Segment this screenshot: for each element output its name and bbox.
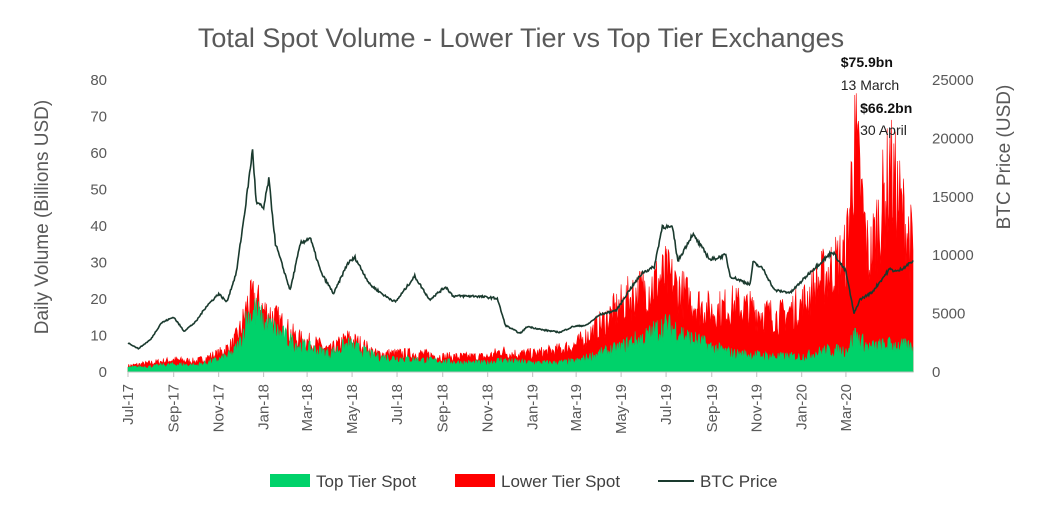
x-tick-label: Jul-18	[389, 384, 406, 425]
x-tick-label: Mar-18	[299, 384, 316, 432]
axes: 0 10 20 30 40 50 60 70 80 0 5000 10000 15000 20000 250…	[90, 72, 973, 434]
legend-label: BTC Price	[700, 472, 777, 491]
x-tick-label: Jan-19	[525, 384, 542, 430]
x-tick-label: May-18	[344, 384, 361, 434]
annotation-value: $75.9bn	[841, 54, 893, 70]
x-tick-label: Jul-19	[658, 384, 675, 425]
legend: Top Tier Spot Lower Tier Spot BTC Price	[270, 472, 777, 491]
y-tick-left: 0	[99, 364, 107, 381]
y-tick-right: 15000	[932, 189, 974, 206]
legend-label: Lower Tier Spot	[501, 472, 620, 491]
x-tick-label: Jan-18	[256, 384, 273, 430]
legend-swatch	[270, 474, 310, 487]
y-tick-right: 25000	[932, 72, 974, 89]
y-tick-left: 40	[90, 218, 107, 235]
y-axis-right-title: BTC Price (USD)	[994, 85, 1015, 230]
x-tick-label: Sep-19	[704, 384, 721, 432]
y-axis-left-title: Daily Volume (Billions USD)	[32, 100, 53, 334]
annotation-date: 13 March	[841, 77, 899, 93]
legend-label: Top Tier Spot	[316, 472, 416, 491]
annotation-value: $66.2bn	[860, 100, 912, 116]
y-tick-left: 60	[90, 145, 107, 162]
x-tick-label: Jul-17	[120, 384, 137, 425]
x-tick-label: Nov-18	[480, 384, 497, 432]
x-tick-label: May-19	[613, 384, 630, 434]
lower-tier-spot-area	[127, 93, 914, 373]
y-tick-right: 20000	[932, 130, 974, 147]
legend-swatch	[455, 474, 495, 487]
y-tick-left: 50	[90, 182, 107, 199]
y-tick-left: 20	[90, 291, 107, 308]
y-tick-left: 10	[90, 328, 107, 345]
annotation-date: 30 April	[860, 122, 907, 138]
y-tick-left: 80	[90, 72, 107, 89]
plot-area	[127, 93, 914, 373]
x-tick-label: Sep-18	[435, 384, 452, 432]
y-tick-left: 70	[90, 109, 107, 126]
y-tick-left: 30	[90, 255, 107, 272]
chart-title: Total Spot Volume - Lower Tier vs Top Ti…	[198, 23, 844, 53]
x-tick-label: Sep-17	[166, 384, 183, 432]
y-tick-right: 0	[932, 364, 940, 381]
y-tick-right: 10000	[932, 247, 974, 264]
btc-price-line	[127, 149, 914, 350]
x-tick-label: Mar-20	[838, 384, 855, 432]
annotations: $75.9bn 13 March $66.2bn 30 April	[841, 54, 913, 138]
x-tick-label: Mar-19	[568, 384, 585, 432]
x-tick-label: Nov-19	[749, 384, 766, 432]
x-tick-label: Nov-17	[211, 384, 228, 432]
top-tier-spot-area	[127, 297, 914, 373]
y-tick-right: 5000	[932, 306, 965, 323]
x-tick-label: Jan-20	[794, 384, 811, 430]
